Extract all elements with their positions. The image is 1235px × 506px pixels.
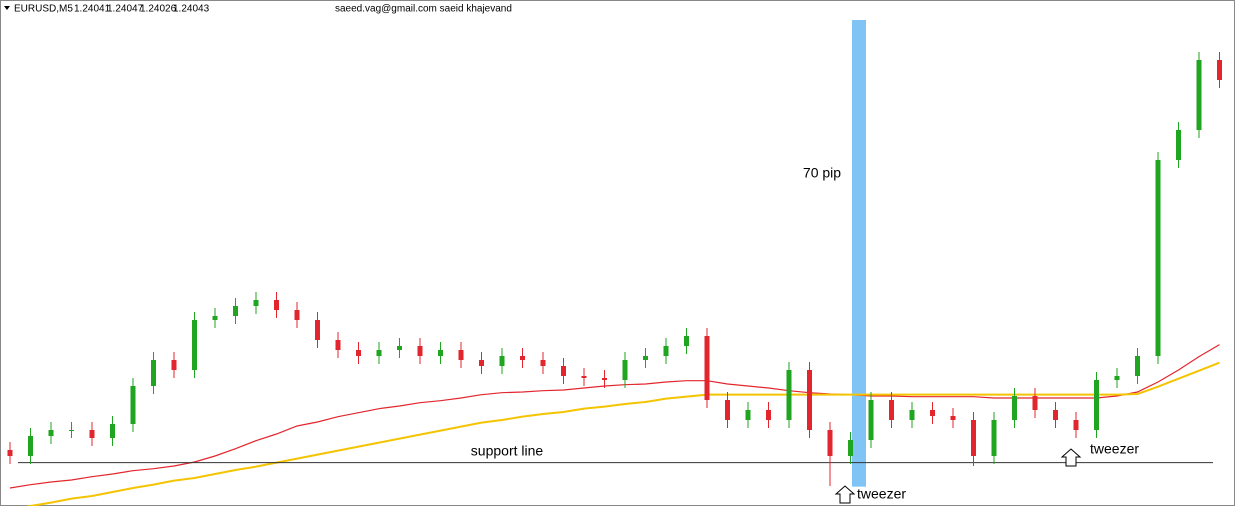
candle-body [458, 350, 464, 360]
symbol: EURUSD,M5 [14, 4, 73, 15]
candle-body [1032, 396, 1038, 410]
candle-body [151, 360, 156, 386]
candle-body [28, 436, 33, 456]
candle-body [622, 360, 628, 380]
ohlc-open: 1.24041 [74, 4, 111, 15]
candle-body [294, 310, 300, 320]
candle-body [233, 306, 238, 316]
candle-body [171, 360, 177, 370]
candle-body [950, 416, 956, 420]
candle-body [971, 420, 976, 456]
candle-body [1114, 376, 1120, 380]
candle-body [397, 346, 402, 350]
candle-body [1012, 396, 1017, 420]
candle-body [1073, 420, 1079, 430]
moving-average [25, 361, 1220, 506]
candle-body [807, 370, 812, 430]
range-bar [852, 20, 866, 487]
candle-body [868, 400, 874, 440]
candle-body [602, 378, 607, 380]
candle-body [889, 400, 894, 420]
candle-body [561, 366, 566, 376]
candle-body [930, 410, 935, 416]
ohlc-close: 1.24043 [173, 4, 210, 15]
support-label: support line [471, 442, 544, 458]
candle-body [7, 450, 13, 456]
candle-body [376, 350, 382, 356]
candle-body [48, 430, 54, 436]
candle-body [540, 360, 546, 366]
candle-body [766, 410, 771, 420]
ohlc-high: 1.24047 [107, 4, 144, 15]
candle-body [335, 340, 341, 350]
candle-body [438, 350, 443, 356]
range-label: 70 pip [803, 165, 841, 181]
candle-body [1155, 160, 1161, 356]
candle-body [479, 360, 484, 366]
subtitle: saeed.vag@gmail.com saeid khajevand [335, 4, 512, 15]
candle-body [1176, 130, 1181, 160]
candle-body [827, 430, 833, 456]
plot-area [7, 20, 1222, 506]
ohlc-low: 1.24026 [140, 4, 177, 15]
candle-body [1053, 410, 1058, 420]
candle-body [69, 430, 74, 431]
candle-body [581, 376, 587, 378]
menu-triangle [4, 6, 10, 10]
candle-body [253, 300, 259, 306]
candle-body [212, 316, 218, 320]
candle-body [520, 356, 525, 360]
candle-body [1094, 380, 1099, 430]
candle-body [704, 336, 710, 400]
annotation: tweezer [1090, 441, 1139, 457]
candle-body [848, 440, 853, 456]
annotation: tweezer [857, 486, 906, 502]
candle-body [663, 346, 669, 356]
candle-body [1135, 356, 1140, 376]
candle-body [1217, 60, 1222, 80]
candle-body [315, 320, 320, 340]
candle-body [499, 356, 505, 366]
candle-body [110, 424, 115, 438]
candle-body [745, 410, 751, 420]
candle-body [991, 420, 997, 456]
candle-body [1196, 60, 1202, 130]
candle-body [192, 320, 197, 370]
arrow [1060, 448, 1082, 467]
candle-body [684, 336, 689, 346]
candle-body [725, 400, 730, 420]
candle-body [909, 410, 915, 420]
candle-body [89, 430, 95, 438]
candle-body [643, 356, 648, 360]
arrow [834, 485, 856, 504]
moving-average [9, 344, 1220, 489]
candle-body [786, 370, 792, 420]
candle-body [130, 386, 136, 424]
candle-body [417, 346, 423, 356]
candle-body [356, 350, 361, 356]
candle-body [274, 300, 279, 310]
